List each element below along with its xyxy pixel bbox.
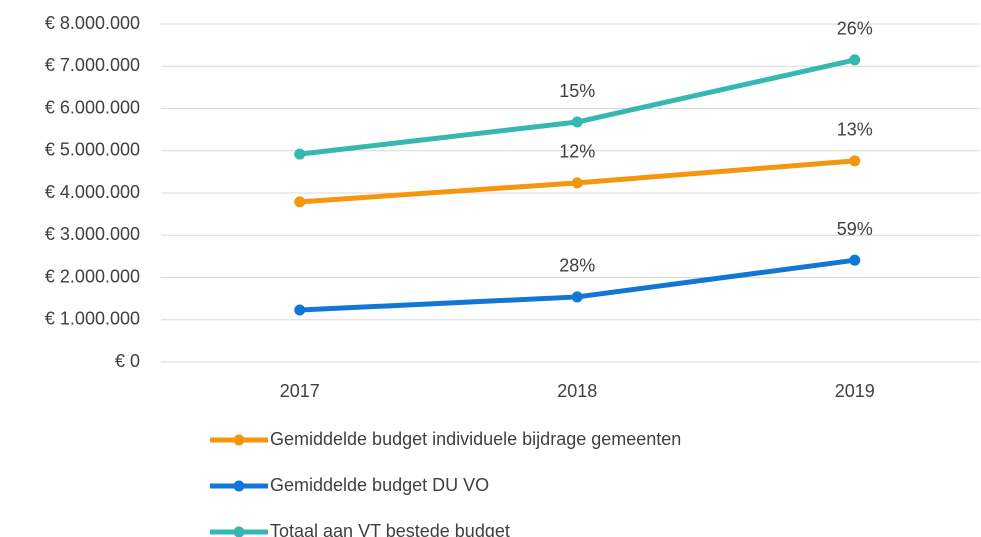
y-tick-label: € 2.000.000 — [45, 266, 140, 286]
legend-label: Gemiddelde budget DU VO — [270, 475, 489, 495]
y-tick-label: € 3.000.000 — [45, 224, 140, 244]
legend-marker — [233, 480, 245, 492]
y-tick-label: € 1.000.000 — [45, 309, 140, 329]
x-tick-label: 2017 — [280, 381, 320, 401]
point — [849, 155, 861, 167]
x-tick-label: 2018 — [557, 381, 597, 401]
legend-label: Gemiddelde budget individuele bijdrage g… — [270, 429, 681, 449]
series-line — [299, 57, 856, 157]
point — [571, 291, 583, 303]
y-tick-label: € 4.000.000 — [45, 182, 140, 202]
legend-marker — [233, 526, 245, 537]
point — [849, 54, 861, 66]
y-tick-label: € 7.000.000 — [45, 55, 140, 75]
point — [294, 304, 306, 316]
point — [294, 148, 306, 160]
point — [571, 177, 583, 189]
y-tick-label: € 0 — [115, 351, 140, 371]
growth-label: 13% — [837, 120, 873, 140]
growth-label: 28% — [559, 256, 595, 276]
growth-label: 26% — [837, 19, 873, 39]
legend-label: Totaal aan VT bestede budget — [270, 521, 510, 537]
growth-label: 15% — [559, 81, 595, 101]
x-tick-label: 2019 — [835, 381, 875, 401]
point — [571, 116, 583, 128]
y-tick-label: € 5.000.000 — [45, 140, 140, 160]
legend-marker — [233, 434, 245, 446]
growth-label: 12% — [559, 142, 595, 162]
point — [849, 254, 861, 266]
y-tick-label: € 6.000.000 — [45, 97, 140, 117]
growth-label: 59% — [837, 219, 873, 239]
point — [294, 196, 306, 208]
y-tick-label: € 8.000.000 — [45, 13, 140, 33]
